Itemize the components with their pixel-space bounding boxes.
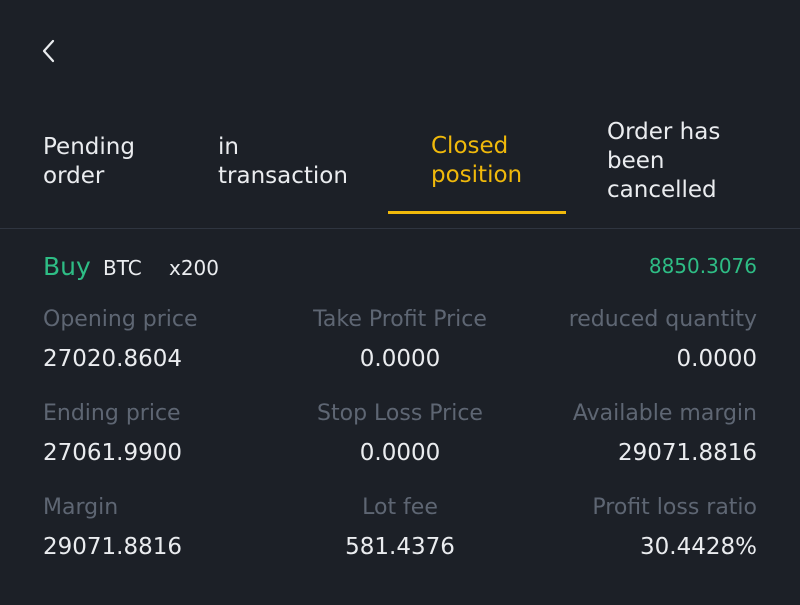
field-value: 29071.8816 — [617, 440, 757, 466]
tab-label-line: been — [607, 148, 665, 174]
position-leverage: x200 — [169, 256, 220, 280]
tab-label-line: position — [431, 162, 523, 188]
field-value: 27020.8604 — [43, 346, 183, 372]
field-value: 581.4376 — [345, 534, 455, 560]
field-value: 30.4428% — [640, 534, 757, 560]
field-value: 0.0000 — [676, 346, 757, 372]
tab-closed-position[interactable]: Closed position — [431, 132, 522, 190]
field-label: Opening price — [43, 307, 198, 332]
back-button[interactable] — [36, 36, 66, 66]
stop-loss-price-field: Stop Loss Price 0.0000 — [270, 401, 530, 466]
available-margin-field: Available margin 29071.8816 — [497, 401, 757, 466]
position-symbol: BTC — [103, 256, 142, 280]
tab-label-line: Pending — [43, 134, 135, 160]
tab-label-line: in — [218, 134, 239, 160]
tab-label-line: order — [43, 163, 105, 189]
tab-order-cancelled[interactable]: Order has been cancelled — [607, 118, 720, 205]
reduced-quantity-field: reduced quantity 0.0000 — [497, 307, 757, 372]
field-label: Margin — [43, 495, 119, 520]
tab-label-line: cancelled — [607, 177, 717, 203]
field-label: Stop Loss Price — [317, 401, 483, 426]
position-side: Buy — [43, 252, 91, 281]
field-label: Ending price — [43, 401, 181, 426]
field-label: reduced quantity — [568, 307, 757, 332]
lot-fee-field: Lot fee 581.4376 — [270, 495, 530, 560]
profit-loss-ratio-field: Profit loss ratio 30.4428% — [497, 495, 757, 560]
field-value: 29071.8816 — [43, 534, 183, 560]
opening-price-field: Opening price 27020.8604 — [43, 307, 303, 372]
field-value: 0.0000 — [359, 440, 441, 466]
tab-label-line: Closed — [431, 133, 509, 159]
tab-label-line: Order has — [607, 119, 721, 145]
chevron-left-icon — [42, 39, 55, 63]
take-profit-price-field: Take Profit Price 0.0000 — [270, 307, 530, 372]
ending-price-field: Ending price 27061.9900 — [43, 401, 303, 466]
margin-field: Margin 29071.8816 — [43, 495, 303, 560]
tab-in-transaction[interactable]: in transaction — [218, 133, 348, 191]
tab-pending-order[interactable]: Pending order — [43, 133, 135, 191]
tab-label-line: transaction — [218, 163, 348, 189]
position-header: Buy BTC x200 8850.3076 — [43, 252, 757, 286]
field-value: 27061.9900 — [43, 440, 183, 466]
position-pnl: 8850.3076 — [648, 254, 757, 278]
field-label: Available margin — [572, 401, 757, 426]
field-label: Profit loss ratio — [592, 495, 757, 520]
active-tab-indicator — [388, 211, 566, 214]
field-value: 0.0000 — [359, 346, 441, 372]
field-label: Lot fee — [362, 495, 438, 520]
order-tabs: Pending order in transaction Closed posi… — [0, 100, 800, 229]
field-label: Take Profit Price — [313, 307, 487, 332]
